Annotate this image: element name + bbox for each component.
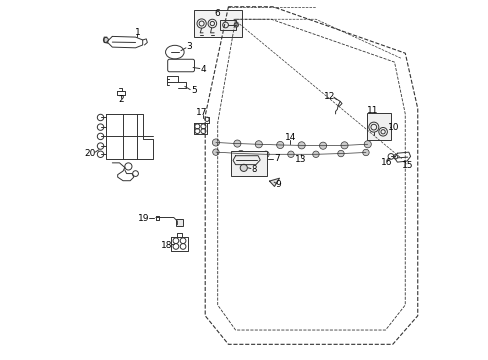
Bar <box>193 10 242 37</box>
Text: 7: 7 <box>274 154 280 163</box>
Text: 9: 9 <box>275 180 281 189</box>
Circle shape <box>262 151 268 157</box>
Text: 10: 10 <box>387 123 399 132</box>
Text: 17: 17 <box>196 108 207 117</box>
Bar <box>176 219 183 226</box>
Circle shape <box>103 37 108 42</box>
Text: 19: 19 <box>138 214 149 223</box>
Text: 4: 4 <box>200 65 206 74</box>
Circle shape <box>362 149 368 156</box>
Text: 14: 14 <box>284 133 295 142</box>
Text: 2: 2 <box>118 95 124 104</box>
Text: 6: 6 <box>214 9 220 18</box>
Bar <box>366 113 390 140</box>
Circle shape <box>340 142 347 149</box>
Text: 12: 12 <box>323 91 334 100</box>
Circle shape <box>240 164 247 171</box>
Bar <box>220 20 236 30</box>
Circle shape <box>287 151 294 157</box>
Circle shape <box>319 142 326 149</box>
Text: 1: 1 <box>134 28 140 37</box>
Polygon shape <box>269 178 279 186</box>
Text: 13: 13 <box>295 155 306 164</box>
Circle shape <box>233 140 241 147</box>
Text: 5: 5 <box>190 86 196 95</box>
Circle shape <box>212 139 219 146</box>
Circle shape <box>337 150 344 157</box>
Circle shape <box>298 142 305 149</box>
Text: 20: 20 <box>84 149 96 158</box>
Circle shape <box>276 141 283 149</box>
Text: 3: 3 <box>186 42 192 51</box>
Circle shape <box>364 141 370 148</box>
Circle shape <box>212 149 219 156</box>
Text: 11: 11 <box>366 106 377 115</box>
Circle shape <box>234 23 238 27</box>
Text: 8: 8 <box>251 165 257 174</box>
Text: 16: 16 <box>380 158 392 167</box>
Bar <box>230 152 266 176</box>
Circle shape <box>255 141 262 148</box>
Text: 15: 15 <box>402 161 413 170</box>
Circle shape <box>237 150 244 157</box>
Circle shape <box>312 151 319 157</box>
Text: 18: 18 <box>161 240 172 249</box>
